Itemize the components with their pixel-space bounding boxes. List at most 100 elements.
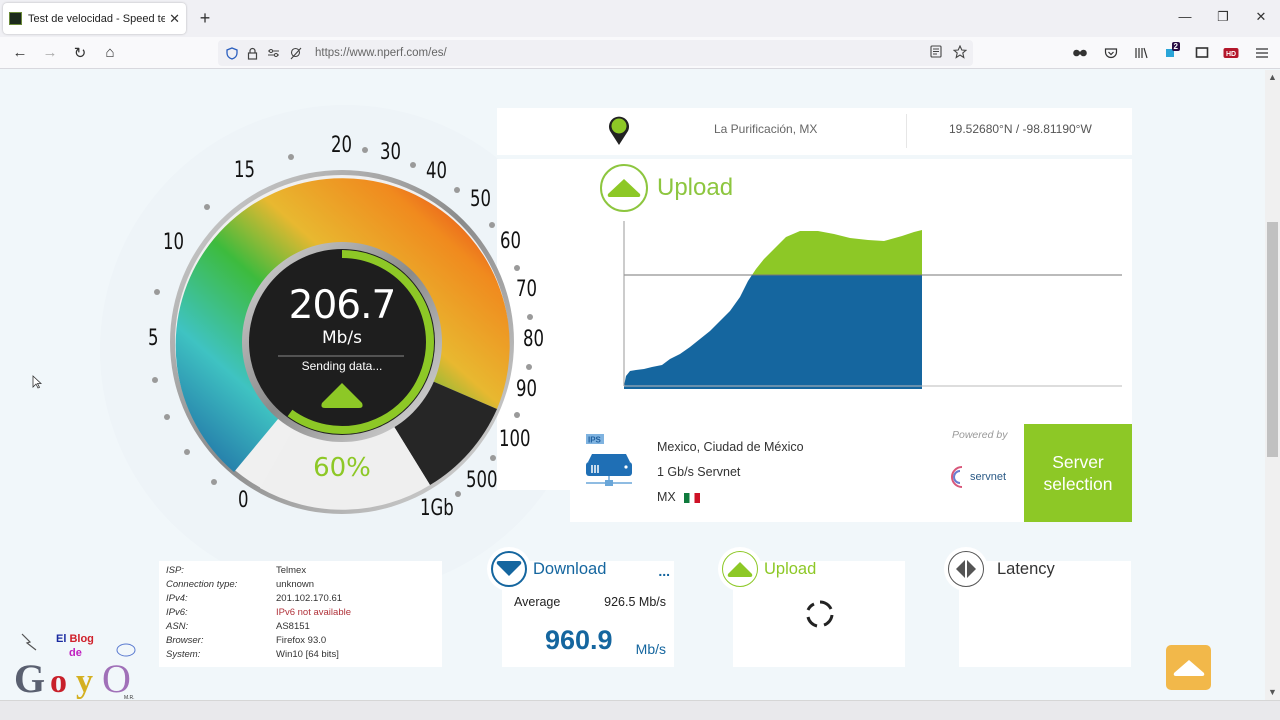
info-row-isp: ISP: Telmex xyxy=(166,565,307,576)
svg-text:y: y xyxy=(76,663,93,700)
current-speed-unit: Mb/s xyxy=(321,328,363,348)
close-window-button[interactable]: ✕ xyxy=(1255,9,1267,24)
upload-header: Upload xyxy=(718,547,816,591)
download-average-value: 926.5 Mb/s xyxy=(604,595,666,609)
tracking-off-icon[interactable] xyxy=(289,47,302,60)
connection-info-panel: ISP: Telmex Connection type: unknown IPv4:… xyxy=(159,561,442,667)
private-mask-icon[interactable] xyxy=(1071,49,1089,57)
scale-label-5: 5 xyxy=(148,326,159,351)
home-button[interactable]: ⌂ xyxy=(105,44,115,61)
latency-icon-wrap xyxy=(944,547,988,591)
back-button[interactable]: ← xyxy=(12,44,28,61)
location-bar: La Purificación, MX 19.52680°N / -98.811… xyxy=(497,108,1132,155)
hd-extension-icon[interactable]: HD xyxy=(1222,48,1240,58)
download-result-card: ... Average 926.5 Mb/s 960.9 Mb/s xyxy=(502,561,674,667)
scale-label-50: 50 xyxy=(470,187,491,212)
scale-label-1gb: 1Gb xyxy=(420,496,454,521)
info-row-connection-type: Connection type: unknown xyxy=(166,579,315,590)
download-more-button[interactable]: ... xyxy=(658,563,670,579)
scale-label-40: 40 xyxy=(426,159,447,184)
shield-icon[interactable] xyxy=(226,46,238,60)
tab-bar: Test de velocidad - Speed test - nPerf ✕… xyxy=(0,0,1280,37)
svg-text:O: O xyxy=(102,656,131,700)
library-icon[interactable] xyxy=(1132,47,1150,59)
svg-text:o: o xyxy=(50,663,67,700)
download-speed-value: 960.9 xyxy=(545,625,613,655)
upload-chart-header: Upload xyxy=(600,164,733,212)
bookmark-star-icon[interactable] xyxy=(953,45,967,59)
download-label: Download xyxy=(533,559,607,578)
reload-button[interactable]: ↻ xyxy=(73,45,87,62)
latency-header: Latency xyxy=(944,547,1055,591)
scale-label-0: 0 xyxy=(238,488,249,513)
upload-arrow-icon xyxy=(722,551,758,587)
servnet-logo-icon xyxy=(951,466,963,488)
download-speed-unit: Mb/s xyxy=(635,641,666,657)
info-row-asn: ASN: AS8151 xyxy=(166,621,310,632)
svg-text:de: de xyxy=(69,647,82,659)
forward-button[interactable]: → xyxy=(42,44,58,61)
upload-result-card xyxy=(733,561,905,667)
scale-label-90: 90 xyxy=(516,377,537,402)
info-row-ipv6: IPv6: IPv6 not available xyxy=(166,607,351,618)
scroll-up-arrow[interactable]: ▲ xyxy=(1268,72,1277,82)
permissions-icon[interactable] xyxy=(267,47,280,59)
info-row-system: System: Win10 [64 bits] xyxy=(166,649,339,660)
scale-label-100: 100 xyxy=(499,427,531,452)
pocket-icon[interactable] xyxy=(1102,47,1120,59)
extension-icon[interactable]: 2 xyxy=(1162,42,1180,61)
scroll-to-top-button[interactable] xyxy=(1166,645,1211,690)
extension-badge: 2 xyxy=(1171,42,1180,51)
server-provider: 1 Gb/s Servnet xyxy=(657,465,741,479)
svg-text:G: G xyxy=(14,656,45,700)
scale-label-70: 70 xyxy=(516,277,537,302)
scroll-down-arrow[interactable]: ▼ xyxy=(1268,687,1277,697)
location-name: La Purificación, MX xyxy=(714,122,818,136)
sidebar-icon[interactable] xyxy=(1193,47,1211,58)
server-country: MX xyxy=(657,490,700,504)
window-bottom-edge xyxy=(0,700,1280,720)
svg-text:HD: HD xyxy=(1226,51,1236,58)
info-row-browser: Browser: Firefox 93.0 xyxy=(166,635,327,646)
restore-button[interactable]: ❐ xyxy=(1217,9,1229,24)
current-speed-value: 206.7 xyxy=(288,283,397,328)
svg-text:M.R.: M.R. xyxy=(124,695,135,700)
scale-label-60: 60 xyxy=(500,229,521,254)
download-icon-wrap xyxy=(487,547,531,591)
lock-icon[interactable] xyxy=(247,47,258,60)
nperf-favicon-icon xyxy=(9,12,22,25)
server-location: Mexico, Ciudad de México xyxy=(657,440,804,454)
svg-text:IPS: IPS xyxy=(588,436,602,445)
scale-label-20: 20 xyxy=(331,133,352,158)
latency-result-card xyxy=(959,561,1131,667)
sponsor-name: servnet xyxy=(970,471,1007,483)
reader-view-icon[interactable] xyxy=(930,45,942,58)
url-text[interactable]: https://www.nperf.com/es/ xyxy=(315,47,447,59)
blog-watermark-logo: El Blog de G o y O M.R. xyxy=(14,633,136,700)
new-tab-button[interactable]: + xyxy=(199,8,211,28)
download-average-label: Average xyxy=(514,595,561,609)
tab-close-icon[interactable]: ✕ xyxy=(169,10,180,26)
minimize-button[interactable]: — xyxy=(1178,9,1192,24)
powered-by-label: Powered by xyxy=(952,429,1008,441)
upload-cloud-arrow-icon xyxy=(1173,659,1204,676)
location-coordinates: 19.52680°N / -98.81190°W xyxy=(949,122,1092,136)
divider xyxy=(906,114,907,148)
server-ips-icon: IPS xyxy=(586,434,632,486)
test-progress-percent: 60% xyxy=(313,453,371,483)
location-pin-icon xyxy=(609,116,629,145)
navigation-bar: ← → ↻ ⌂ https://www.nperf.com/es/ 2 HD xyxy=(0,37,1280,69)
page-scrollbar[interactable]: ▲ ▼ xyxy=(1265,70,1280,700)
gauge-status: Sending data... xyxy=(301,359,383,373)
upload-label: Upload xyxy=(764,559,817,578)
scale-label-30: 30 xyxy=(380,140,401,165)
speed-gauge xyxy=(152,147,533,514)
download-header: Download xyxy=(487,547,606,591)
upload-icon-wrap xyxy=(718,547,762,591)
server-selection-button[interactable]: Server selection xyxy=(1024,424,1132,522)
address-bar[interactable]: https://www.nperf.com/es/ xyxy=(218,40,973,66)
menu-hamburger-icon[interactable] xyxy=(1253,48,1271,58)
scrollbar-thumb[interactable] xyxy=(1267,222,1278,457)
tab-speed-test[interactable]: Test de velocidad - Speed test - nPerf ✕ xyxy=(3,3,186,34)
latency-arrows-icon xyxy=(948,551,984,587)
